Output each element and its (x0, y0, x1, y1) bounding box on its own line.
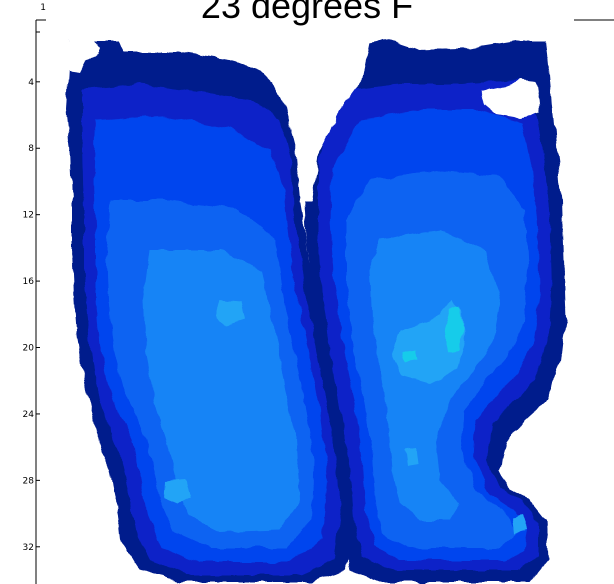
y-tick-label: 12 (23, 211, 34, 221)
right-heel-hotspot (406, 448, 418, 466)
y-tick-label: 20 (23, 344, 35, 354)
y-tick-label: 24 (23, 410, 35, 420)
center-gap (262, 40, 370, 200)
y-tick-label: 16 (23, 277, 35, 287)
left-heel-hotspot (164, 480, 190, 504)
left-forefoot-hotspot (216, 300, 244, 326)
plot-frame (35, 19, 614, 584)
y-tick-label: 4 (28, 78, 34, 88)
toe-gaps (60, 38, 540, 200)
right-toe-gap (480, 80, 540, 118)
right-heel-hotspot-2 (512, 516, 528, 534)
y-tick-label: 1 (40, 3, 46, 13)
y-tick-label: 32 (23, 543, 34, 553)
right-arch-hotspot (444, 306, 464, 352)
y-tick-label: 28 (23, 476, 35, 486)
y-axis-ticks: 1 4 8 12 16 20 24 28 32 (23, 3, 46, 553)
right-sole (304, 40, 566, 582)
chart-title: 23 degrees F (201, 0, 413, 26)
left-toe-gap (60, 38, 100, 72)
left-sole-level-5 (144, 250, 300, 532)
left-sole (66, 40, 352, 582)
right-arch-hotspot-2 (402, 350, 418, 362)
y-tick-label: 8 (28, 144, 34, 154)
